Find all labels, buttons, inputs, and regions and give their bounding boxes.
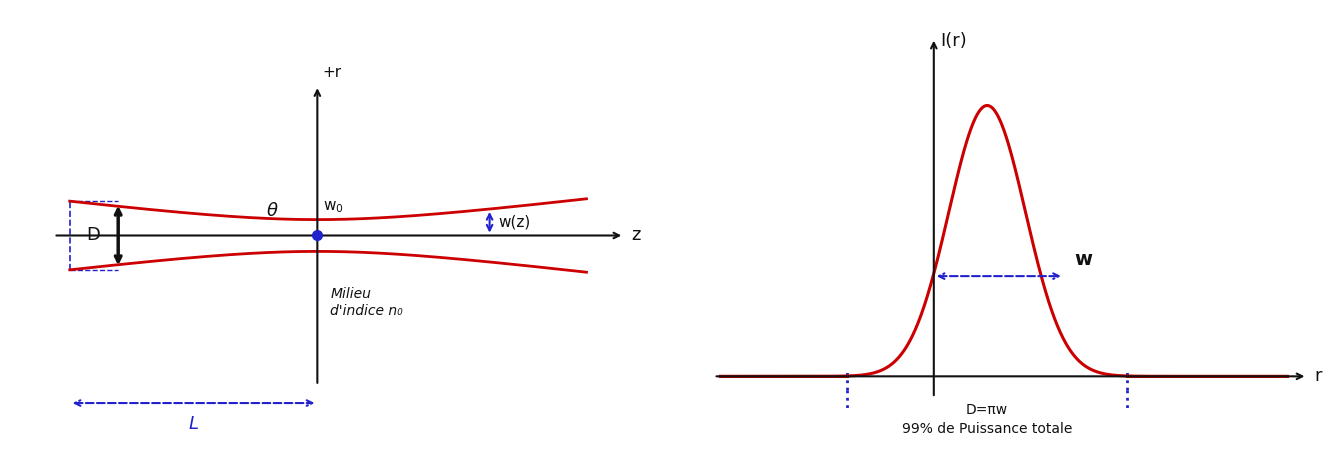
Text: +r: +r bbox=[323, 65, 342, 80]
Text: D=πw: D=πw bbox=[966, 403, 1009, 417]
Text: r: r bbox=[1314, 367, 1322, 385]
Text: w(z): w(z) bbox=[498, 215, 531, 230]
Text: L: L bbox=[188, 414, 199, 432]
Text: z: z bbox=[632, 227, 642, 244]
Text: w: w bbox=[1074, 251, 1091, 269]
Text: 99% de Puissance totale: 99% de Puissance totale bbox=[902, 422, 1073, 436]
Text: D: D bbox=[85, 227, 100, 244]
Text: $\theta$: $\theta$ bbox=[265, 202, 279, 219]
Text: Milieu
d'indice n₀: Milieu d'indice n₀ bbox=[331, 287, 403, 318]
Text: I(r): I(r) bbox=[940, 32, 967, 50]
Text: w$_0$: w$_0$ bbox=[323, 200, 343, 215]
